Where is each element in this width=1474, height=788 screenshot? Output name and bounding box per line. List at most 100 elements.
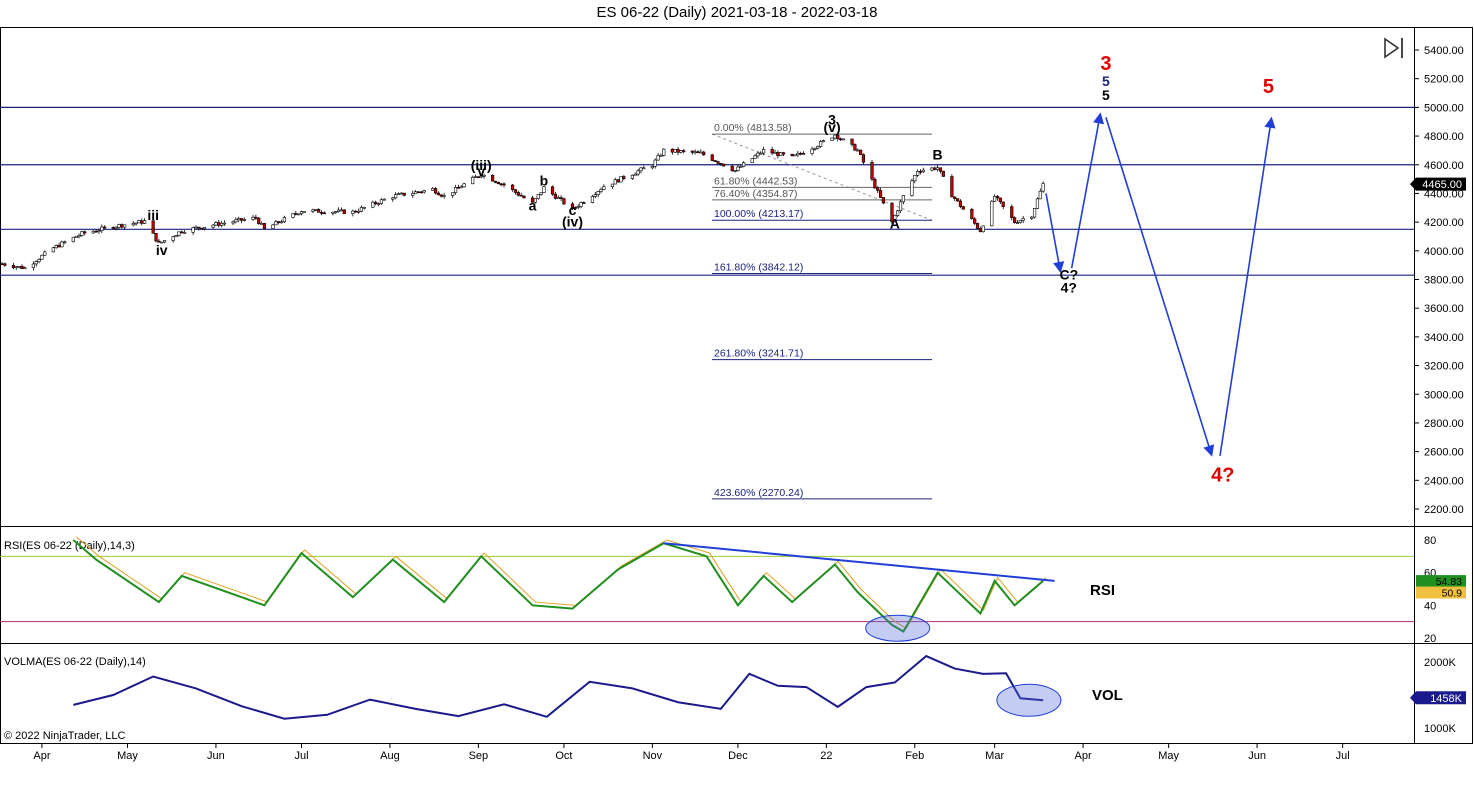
candle-body [590, 196, 595, 203]
candle-body [177, 231, 181, 236]
candle-body [1041, 183, 1045, 192]
wave-label: 5 [1102, 87, 1110, 103]
candle-body [841, 138, 846, 141]
candle-body [582, 202, 586, 204]
candle-body [813, 147, 817, 150]
candle-body [973, 218, 977, 224]
projection-arrow [1045, 193, 1065, 274]
candle-body [442, 195, 446, 197]
candle-body [180, 231, 184, 234]
rsi-current-tag [1416, 575, 1466, 588]
candle-body [194, 226, 198, 229]
candle-body [1035, 198, 1040, 209]
candle-body [234, 219, 238, 223]
candle-body [459, 186, 463, 189]
candle-body [359, 207, 364, 212]
candle-body [114, 226, 118, 229]
candle-body [274, 221, 278, 226]
candle-body [610, 183, 615, 188]
candle-body [453, 187, 458, 193]
vol-tick-label: 1000K [1424, 723, 1456, 735]
candle-body [97, 230, 101, 232]
price-tick-label: 5000.00 [1424, 102, 1464, 114]
wave-label: B [933, 147, 943, 163]
rsi-highlight-ellipse [865, 614, 931, 642]
candle-body [314, 209, 318, 211]
candle-body [120, 224, 124, 228]
candle-body [510, 184, 515, 190]
candle-body [662, 148, 666, 156]
candle-body [493, 180, 498, 183]
candle-body [839, 138, 843, 141]
price-axis: 5400.00 5200.00 5000.00 4800.00 4600.00 4400.… [1410, 45, 1464, 516]
rsi-panel-label: RSI(ES 06-22 (Daily),14,3) [4, 540, 135, 552]
candle-body [559, 197, 563, 199]
candle-body [522, 195, 526, 199]
candle-body [938, 167, 943, 172]
candle-body [790, 153, 794, 157]
candle-body [613, 179, 617, 185]
candle-body [736, 166, 740, 171]
candle-body [362, 206, 366, 209]
candle-body [593, 194, 597, 197]
candle-body [111, 227, 115, 229]
wave-label: 3 [828, 112, 836, 128]
candle-body [836, 134, 840, 140]
fib-retracement: 0.00% (4813.58) 61.80% (4442.53)76.40% (4… [711, 122, 933, 500]
candle-body [702, 151, 706, 156]
candle-body [491, 174, 495, 182]
candle-body [913, 175, 917, 182]
candle-body [342, 209, 346, 214]
candle-body [51, 247, 55, 253]
candle-body [819, 141, 823, 147]
candle-body [171, 236, 175, 241]
candle-body [94, 230, 98, 233]
candle-body [456, 187, 460, 189]
candle-body [414, 191, 418, 194]
candle-body [336, 209, 341, 212]
rsi-tick-label: 40 [1424, 600, 1436, 612]
current-price-label: 4465.00 [1422, 179, 1462, 191]
time-tick-label: Dec [728, 750, 748, 762]
candle-body [636, 170, 640, 175]
projection-arrows [1045, 112, 1276, 457]
wave-label: C? [1059, 267, 1078, 283]
candle-body [710, 154, 714, 161]
candle-body [633, 173, 637, 176]
candle-body [893, 215, 897, 223]
candle-body [753, 155, 757, 159]
candle-body [436, 192, 441, 196]
candle-body [570, 203, 575, 208]
candle-body [998, 197, 1002, 203]
candle-body [670, 148, 674, 153]
candle-body [1015, 222, 1020, 224]
play-step-icon[interactable] [1384, 37, 1403, 59]
candle-body [742, 162, 746, 167]
candle-body [656, 155, 660, 161]
candle-body [918, 171, 923, 173]
candle-body [542, 186, 546, 193]
candle-body [936, 167, 940, 170]
time-tick-label: May [1158, 750, 1179, 762]
candle-body [1001, 201, 1005, 207]
candle-body [17, 265, 21, 268]
time-tick-label: Mar [985, 750, 1004, 762]
price-tick-label: 4800.00 [1424, 131, 1464, 143]
candle-body [40, 254, 44, 260]
candle-body [801, 153, 806, 155]
candle-body [970, 208, 974, 220]
wave-label: (iii) [471, 157, 492, 173]
fib-level-label: 76.40% (4354.87) [714, 188, 797, 200]
candle-body [11, 265, 16, 268]
candle-body [214, 222, 218, 226]
time-tick-label: 22 [820, 750, 832, 762]
candle-body [873, 178, 877, 189]
candle-body [157, 240, 161, 243]
time-tick-label: Jun [207, 750, 225, 762]
candle-body [356, 210, 361, 213]
candle-body [516, 192, 520, 196]
candle-body [881, 197, 886, 204]
candle-body [137, 220, 141, 224]
candle-body [933, 167, 937, 170]
candle-body [990, 200, 994, 227]
